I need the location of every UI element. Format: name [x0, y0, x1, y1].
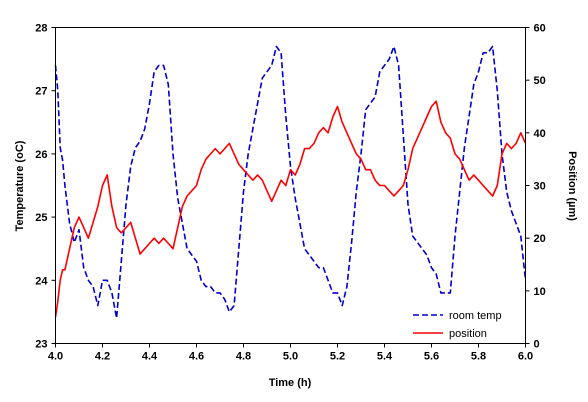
x-tick-label: 5.8: [471, 351, 486, 363]
y2-axis-ticks: 0 10 20 30 40 50 60: [525, 23, 546, 351]
series-layer: [54, 45, 527, 320]
x-tick-label: 5.0: [283, 351, 298, 363]
legend-label-position: position: [449, 328, 487, 340]
y2-tick-label: 20: [534, 233, 546, 245]
y2-tick-label: 40: [534, 128, 546, 140]
x-tick-label: 5.2: [330, 351, 345, 363]
y-axis-label: Temperature (oC): [14, 140, 26, 231]
y-tick-label: 26: [35, 149, 47, 161]
y-tick-label: 27: [35, 86, 47, 98]
y2-axis-label: Position (µm): [566, 151, 578, 221]
x-tick-label: 4.4: [142, 351, 158, 363]
x-tick-label: 5.4: [377, 351, 393, 363]
y-tick-label: 25: [35, 212, 47, 224]
y2-tick-label: 50: [534, 75, 546, 87]
y2-tick-label: 60: [534, 23, 546, 35]
legend-label-room-temp: room temp: [449, 310, 502, 322]
x-axis-label: Time (h): [269, 377, 312, 389]
y-tick-label: 24: [35, 275, 48, 287]
x-tick-label: 4.8: [236, 351, 251, 363]
x-tick-label: 4.0: [48, 351, 63, 363]
legend: room temp position: [413, 310, 502, 340]
y2-tick-label: 10: [534, 286, 546, 298]
x-axis-ticks: 4.0 4.2 4.4 4.6 4.8 5.0 5.2 5.4 5.6 5.8 6.0: [48, 343, 533, 363]
x-tick-label: 4.2: [95, 351, 110, 363]
y-axis-ticks: 23 24 25 26 27 28: [35, 23, 56, 351]
x-tick-label: 4.6: [189, 351, 204, 363]
y-tick-label: 28: [35, 23, 47, 35]
y-tick-label: 23: [35, 339, 47, 351]
series-line-room-temp: [54, 45, 527, 320]
x-tick-label: 6.0: [518, 351, 533, 363]
y2-tick-label: 30: [534, 181, 546, 193]
series-line-position: [54, 100, 527, 318]
y2-tick-label: 0: [534, 339, 540, 351]
x-tick-label: 5.6: [424, 351, 439, 363]
